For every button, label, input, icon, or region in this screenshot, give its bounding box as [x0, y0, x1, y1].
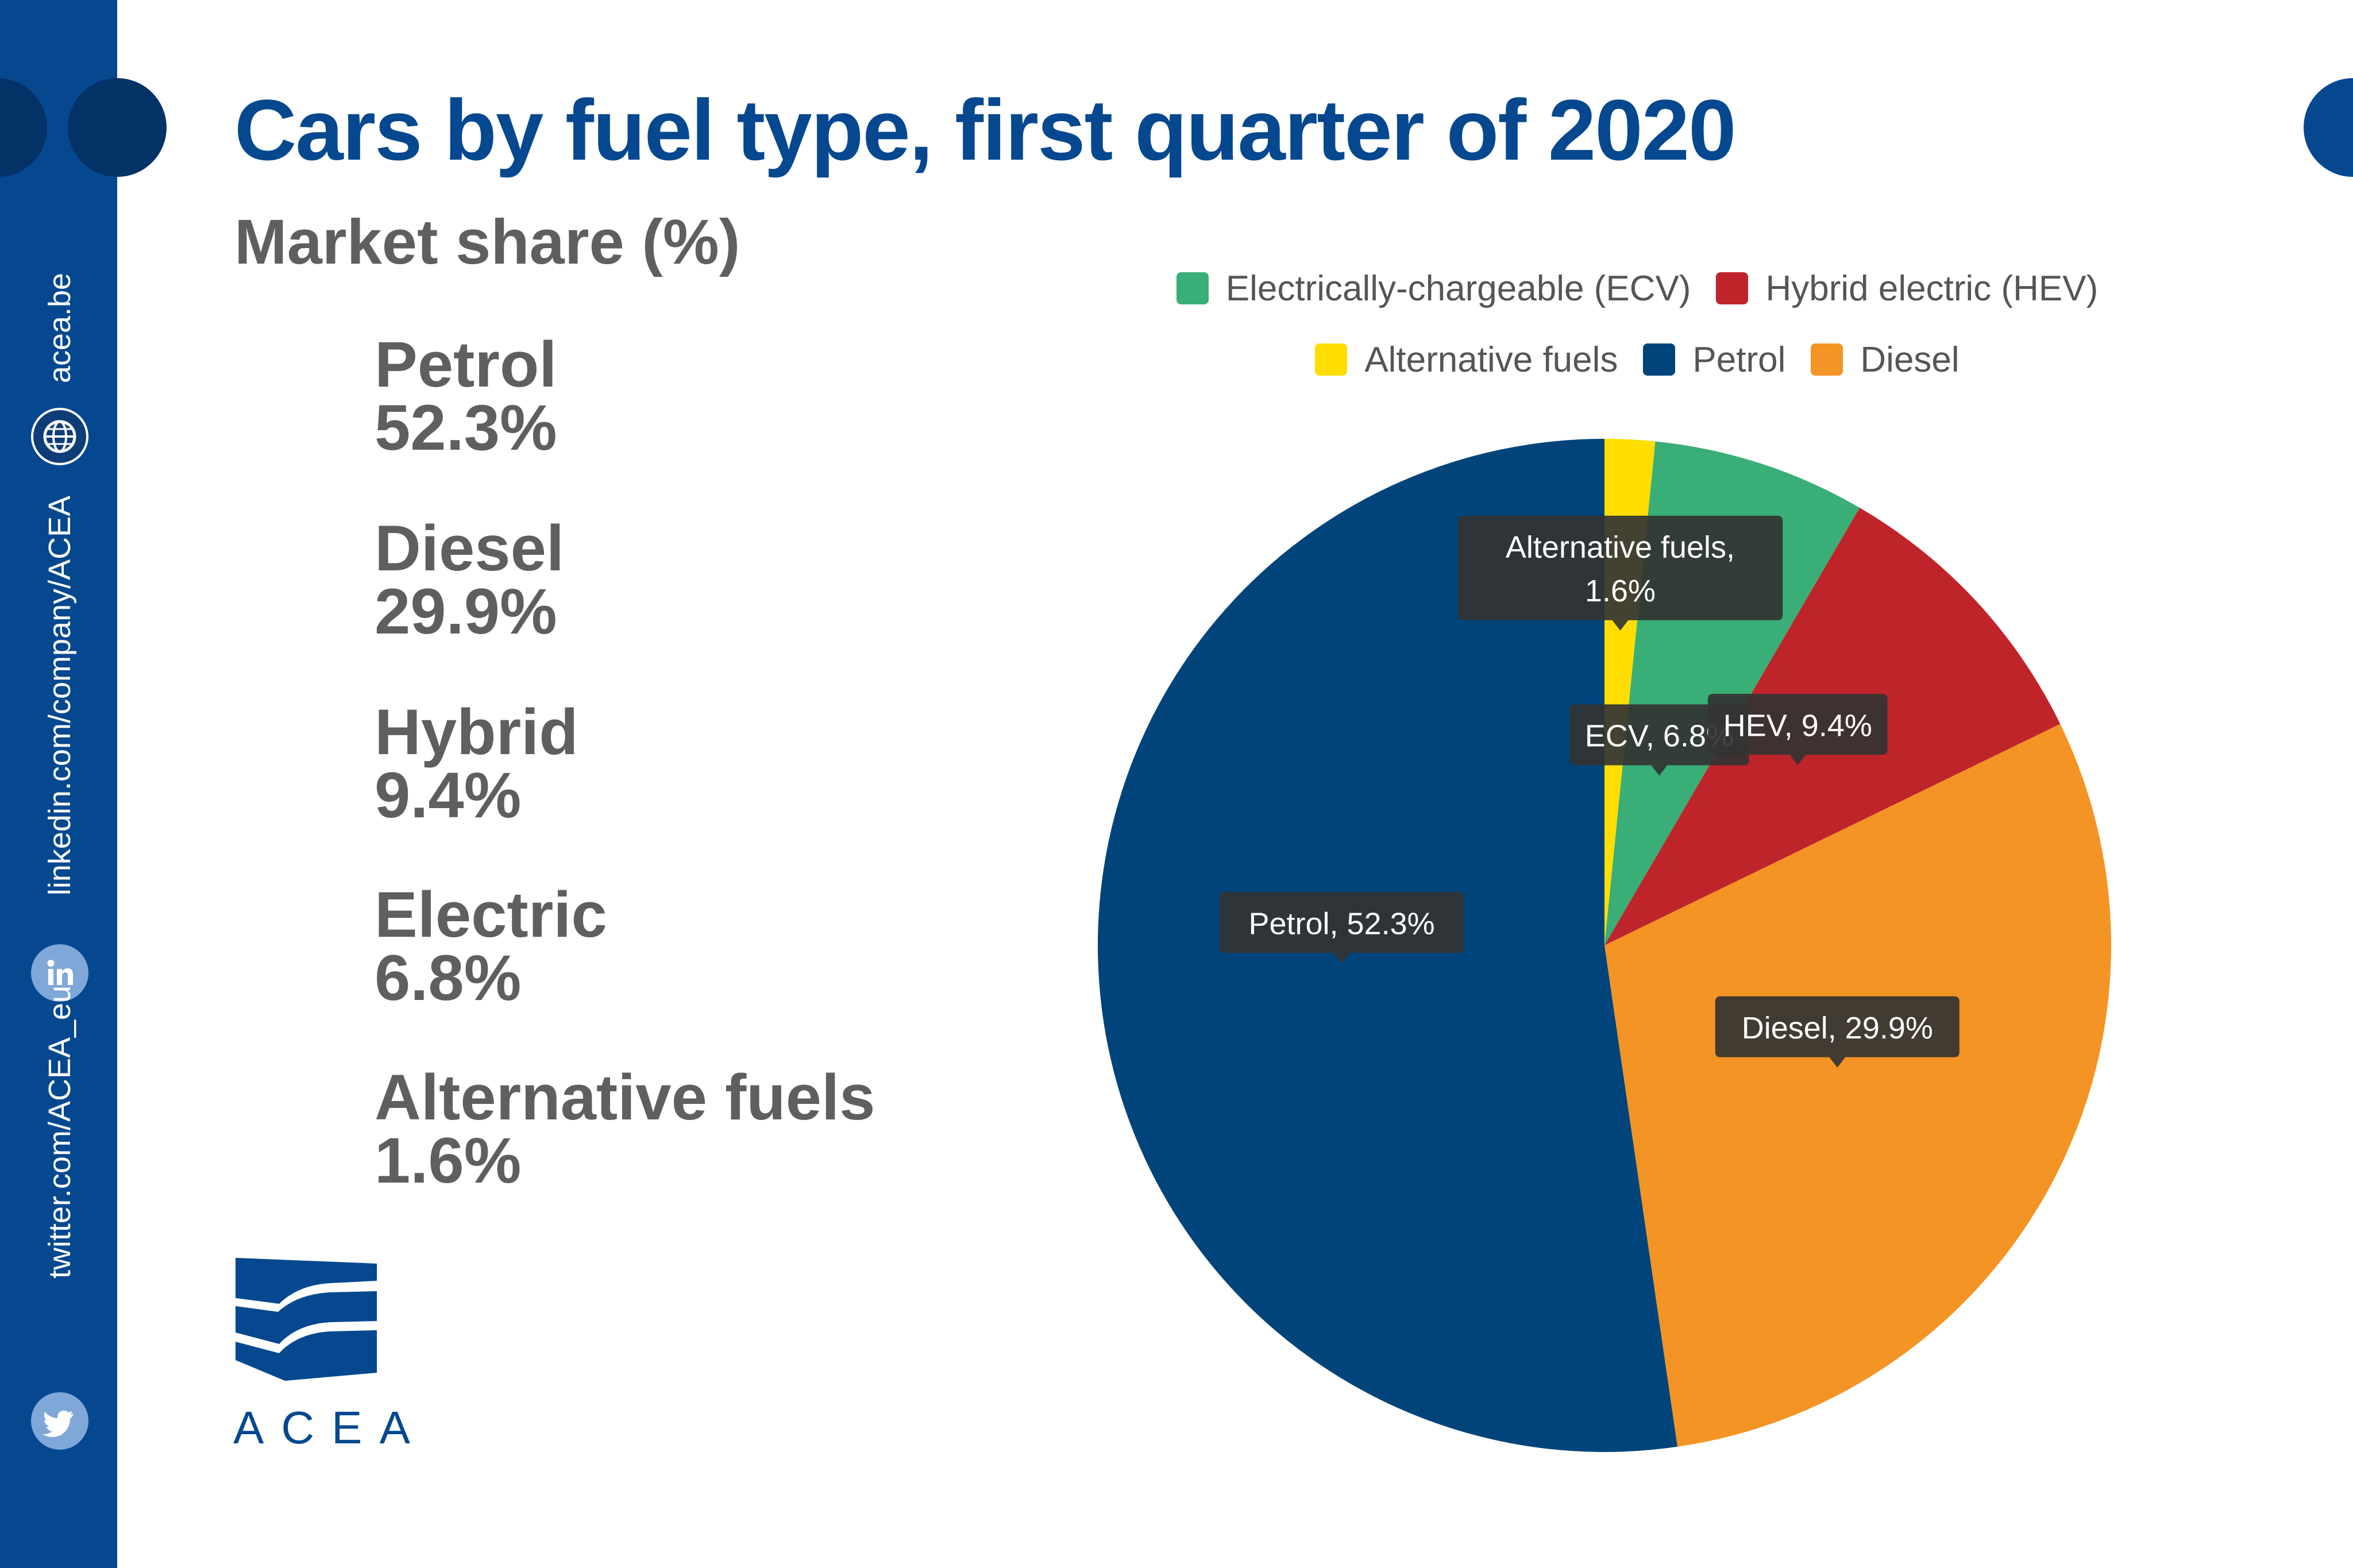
social-sidebar: [0, 0, 117, 1568]
tooltip-petrol: Petrol, 52.3%: [1220, 892, 1464, 964]
legend-row: Alternative fuels Petrol Diesel: [1120, 324, 2154, 395]
stat-hybrid: Hybrid 9.4%: [375, 696, 578, 831]
globe-icon: [31, 408, 88, 465]
legend-item-ecv[interactable]: Electrically-chargeable (ECV): [1176, 268, 1691, 309]
page-title: Cars by fuel type, first quarter of 2020: [234, 82, 1737, 178]
legend-label: Alternative fuels: [1364, 339, 1618, 380]
tooltip-pointer: [1651, 765, 1668, 776]
acea-logo-icon: [236, 1258, 377, 1381]
legend-label: Diesel: [1860, 339, 1959, 380]
legend-row: Electrically-chargeable (ECV) Hybrid ele…: [1120, 253, 2154, 324]
tooltip-hev: HEV, 9.4%: [1707, 694, 1888, 766]
stat-diesel: Diesel 29.9%: [375, 512, 564, 647]
legend-swatch: [1716, 272, 1749, 304]
tooltip-box: [1569, 704, 1749, 766]
legend-swatch: [1811, 343, 1843, 376]
stat-value: 52.3%: [375, 392, 557, 464]
legend-item-hev[interactable]: Hybrid electric (HEV): [1716, 268, 2098, 309]
tooltip-label: 1.6%: [1585, 574, 1656, 608]
stat-label: Petrol: [375, 329, 557, 400]
linkedin-icon: [31, 944, 88, 1002]
legend-label: Hybrid electric (HEV): [1765, 268, 2099, 308]
legend-swatch: [1315, 343, 1348, 376]
tooltip-box: [1457, 515, 1783, 620]
stat-label: Hybrid: [375, 696, 578, 768]
legend-item-alternative[interactable]: Alternative fuels: [1315, 339, 1618, 380]
stat-value: 29.9%: [375, 576, 557, 647]
tooltip-label: HEV, 9.4%: [1723, 708, 1872, 743]
pie-tooltips: Alternative fuels,1.6%ECV, 6.8%HEV, 9.4%…: [1220, 515, 1959, 1068]
stat-label: Electric: [375, 879, 607, 951]
tooltip-pointer: [1333, 953, 1350, 964]
tooltip-pointer: [1612, 620, 1629, 631]
tooltip-diesel: Diesel, 29.9%: [1715, 996, 1959, 1068]
page-subtitle: Market share (%): [234, 207, 740, 277]
decorative-dot: [68, 78, 167, 177]
pie-slice-diesel[interactable]: [1604, 724, 2111, 1447]
stat-label: Diesel: [375, 512, 564, 584]
chart-legend: Electrically-chargeable (ECV) Hybrid ele…: [1120, 253, 2154, 395]
stat-value: 1.6%: [375, 1125, 522, 1196]
stat-petrol: Petrol 52.3%: [375, 329, 557, 464]
stat-alternative: Alternative fuels 1.6%: [375, 1061, 875, 1196]
legend-label: Petrol: [1692, 339, 1786, 380]
legend-item-petrol[interactable]: Petrol: [1643, 339, 1785, 380]
stat-electric: Electric 6.8%: [375, 883, 607, 1010]
tooltip-label: Alternative fuels,: [1506, 530, 1735, 565]
stat-label: Alternative fuels: [375, 1061, 875, 1133]
legend-label: Electrically-chargeable (ECV): [1225, 268, 1691, 308]
legend-swatch: [1176, 272, 1209, 304]
tooltip-box: [1707, 694, 1888, 755]
stat-value: 9.4%: [375, 759, 522, 831]
tooltip-label: Diesel, 29.9%: [1742, 1011, 1933, 1045]
tooltip-alternative-fuels: Alternative fuels, 1.6%: [1457, 515, 1783, 631]
legend-item-diesel[interactable]: Diesel: [1811, 339, 1959, 380]
tooltip-label: Petrol, 52.3%: [1248, 906, 1434, 941]
legend-swatch: [1643, 343, 1676, 376]
tooltip-box: [1715, 996, 1959, 1057]
stat-value: 6.8%: [375, 942, 522, 1014]
tooltip-pointer: [1789, 755, 1806, 766]
tooltip-box: [1220, 892, 1464, 953]
tooltip-pointer: [1829, 1057, 1846, 1068]
twitter-icon: [31, 1392, 88, 1450]
